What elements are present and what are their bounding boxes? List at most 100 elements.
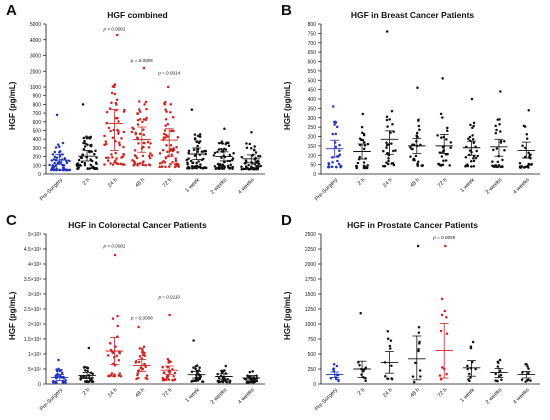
data-point [418,369,422,372]
data-point [391,161,395,165]
y-tick-label: 650 [308,50,317,56]
y-tick-label: 100 [308,153,317,159]
data-point [116,162,119,165]
data-point [221,150,224,153]
data-point [360,131,364,135]
data-point [109,162,112,165]
data-point [81,153,84,157]
data-point [53,155,57,159]
data-point [440,366,444,369]
data-point [94,149,97,152]
data-point [221,163,224,166]
data-point [449,141,453,144]
data-point [466,163,469,166]
y-tick-label: 0 [313,382,316,388]
data-point [417,124,421,128]
data-point [194,367,197,371]
data-point [174,157,177,160]
data-point [331,105,335,108]
data-point [171,160,174,164]
data-point [141,120,144,124]
data-point [134,131,137,135]
y-tick-label: 300 [308,116,317,122]
data-point [498,118,501,121]
data-point [216,372,219,376]
data-point [385,30,389,33]
data-point [136,376,140,380]
data-point [57,358,60,362]
data-point [198,366,201,369]
data-point [417,160,420,164]
data-point [107,126,111,130]
data-point [527,151,530,154]
data-point [232,151,235,155]
data-point [187,157,190,160]
data-point [78,163,82,167]
data-point [417,331,421,334]
y-tick-label: 700 [33,111,42,117]
data-point [117,359,121,362]
data-point [240,165,243,168]
y-tick-label: 900 [33,94,42,100]
y-tick-label: 200 [308,135,317,141]
data-point [111,163,115,166]
data-point [85,135,88,138]
data-point [245,142,248,145]
y-tick-label: 250 [308,125,317,131]
data-point [117,132,120,135]
data-point [116,33,119,37]
x-tick-label: 2 weeks [485,177,504,196]
data-point [471,134,474,137]
data-point [328,165,331,169]
data-point [331,160,334,164]
data-point [88,150,91,154]
data-point [164,108,167,111]
data-point [256,159,259,163]
data-point [160,161,164,164]
data-point [118,372,122,375]
data-point [441,163,445,166]
data-point [437,163,441,166]
data-point [228,166,232,170]
y-tick-label: 500 [33,129,42,135]
data-point [418,340,421,344]
data-point [196,144,199,148]
data-point [338,143,341,147]
data-point [498,369,502,373]
data-point [119,374,123,378]
data-point [357,361,360,364]
data-point [445,316,448,319]
data-point [527,367,530,370]
data-point [228,159,232,163]
data-point [385,118,389,122]
y-tick-label: 150 [308,144,317,150]
y-tick-label: 2000 [305,262,316,268]
data-point [193,154,197,157]
data-point [130,130,134,134]
data-point [65,161,69,165]
data-point [225,141,229,144]
data-point [255,165,258,168]
y-tick-label: 300 [33,146,42,152]
data-point [199,163,202,166]
data-point [149,152,152,155]
data-point [366,142,370,146]
data-point [359,311,362,315]
data-point [475,149,479,153]
data-point [220,369,223,373]
data-point [471,340,475,344]
data-point [223,164,226,168]
data-point [444,159,448,162]
data-point [142,345,146,349]
data-point [76,162,80,165]
data-point [382,149,385,153]
data-point [76,167,79,170]
x-tick-label: 72 h [162,177,174,189]
data-point [143,141,146,145]
y-tick-label: 2250 [305,247,316,253]
data-point [197,160,200,163]
x-tick-label: 48 h [409,387,421,399]
data-point [496,160,500,164]
data-point [177,163,180,167]
data-point [58,145,61,149]
